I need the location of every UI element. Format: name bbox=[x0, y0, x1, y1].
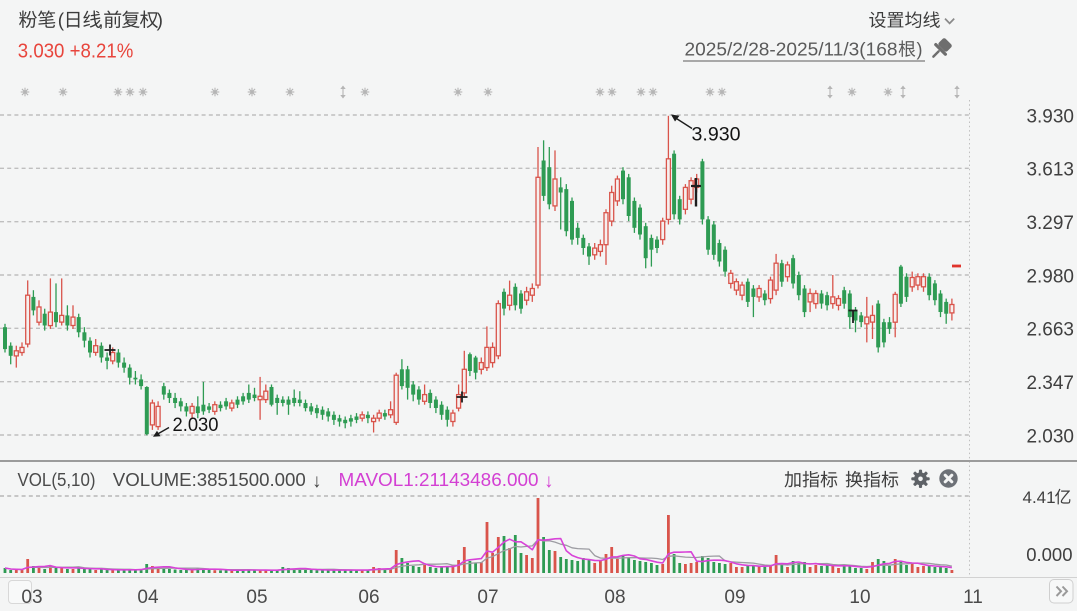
svg-text:04: 04 bbox=[137, 587, 159, 606]
svg-text:): ) bbox=[917, 40, 923, 60]
svg-text:06: 06 bbox=[358, 587, 379, 606]
svg-text:3.613: 3.613 bbox=[1026, 160, 1074, 181]
svg-text:4.41: 4.41 bbox=[1023, 488, 1056, 507]
svg-text:2025/2/28-2025/11/3(168: 2025/2/28-2025/11/3(168 bbox=[685, 40, 898, 60]
svg-text:11: 11 bbox=[963, 587, 983, 606]
svg-text:07: 07 bbox=[477, 587, 498, 606]
svg-text:05: 05 bbox=[246, 587, 267, 606]
svg-text:↓: ↓ bbox=[312, 471, 322, 492]
svg-text:): ) bbox=[157, 11, 163, 32]
svg-text:VOLUME:3851500.000: VOLUME:3851500.000 bbox=[113, 470, 306, 490]
svg-text:2.030: 2.030 bbox=[173, 415, 219, 436]
svg-text:3.930: 3.930 bbox=[1026, 106, 1074, 127]
svg-text:3.297: 3.297 bbox=[1026, 213, 1074, 234]
svg-text:MAVOL1:21143486.000: MAVOL1:21143486.000 bbox=[339, 470, 539, 490]
svg-text:09: 09 bbox=[724, 587, 745, 606]
svg-text:2.347: 2.347 bbox=[1026, 373, 1074, 394]
svg-text:2.663: 2.663 bbox=[1026, 320, 1074, 341]
svg-text:2.030: 2.030 bbox=[1026, 426, 1074, 447]
svg-text:10: 10 bbox=[849, 587, 870, 606]
svg-text:03: 03 bbox=[21, 587, 42, 606]
svg-text:0.000: 0.000 bbox=[1026, 544, 1072, 565]
svg-text:2.980: 2.980 bbox=[1026, 266, 1074, 287]
svg-text:VOL(5,10): VOL(5,10) bbox=[18, 470, 96, 490]
svg-text:(: ( bbox=[58, 11, 65, 32]
svg-text:3.030 +8.21%: 3.030 +8.21% bbox=[18, 40, 134, 62]
svg-text:08: 08 bbox=[604, 587, 625, 606]
svg-text:3.930: 3.930 bbox=[692, 125, 741, 146]
svg-text:,: , bbox=[98, 11, 103, 32]
svg-text:↓: ↓ bbox=[544, 471, 554, 492]
